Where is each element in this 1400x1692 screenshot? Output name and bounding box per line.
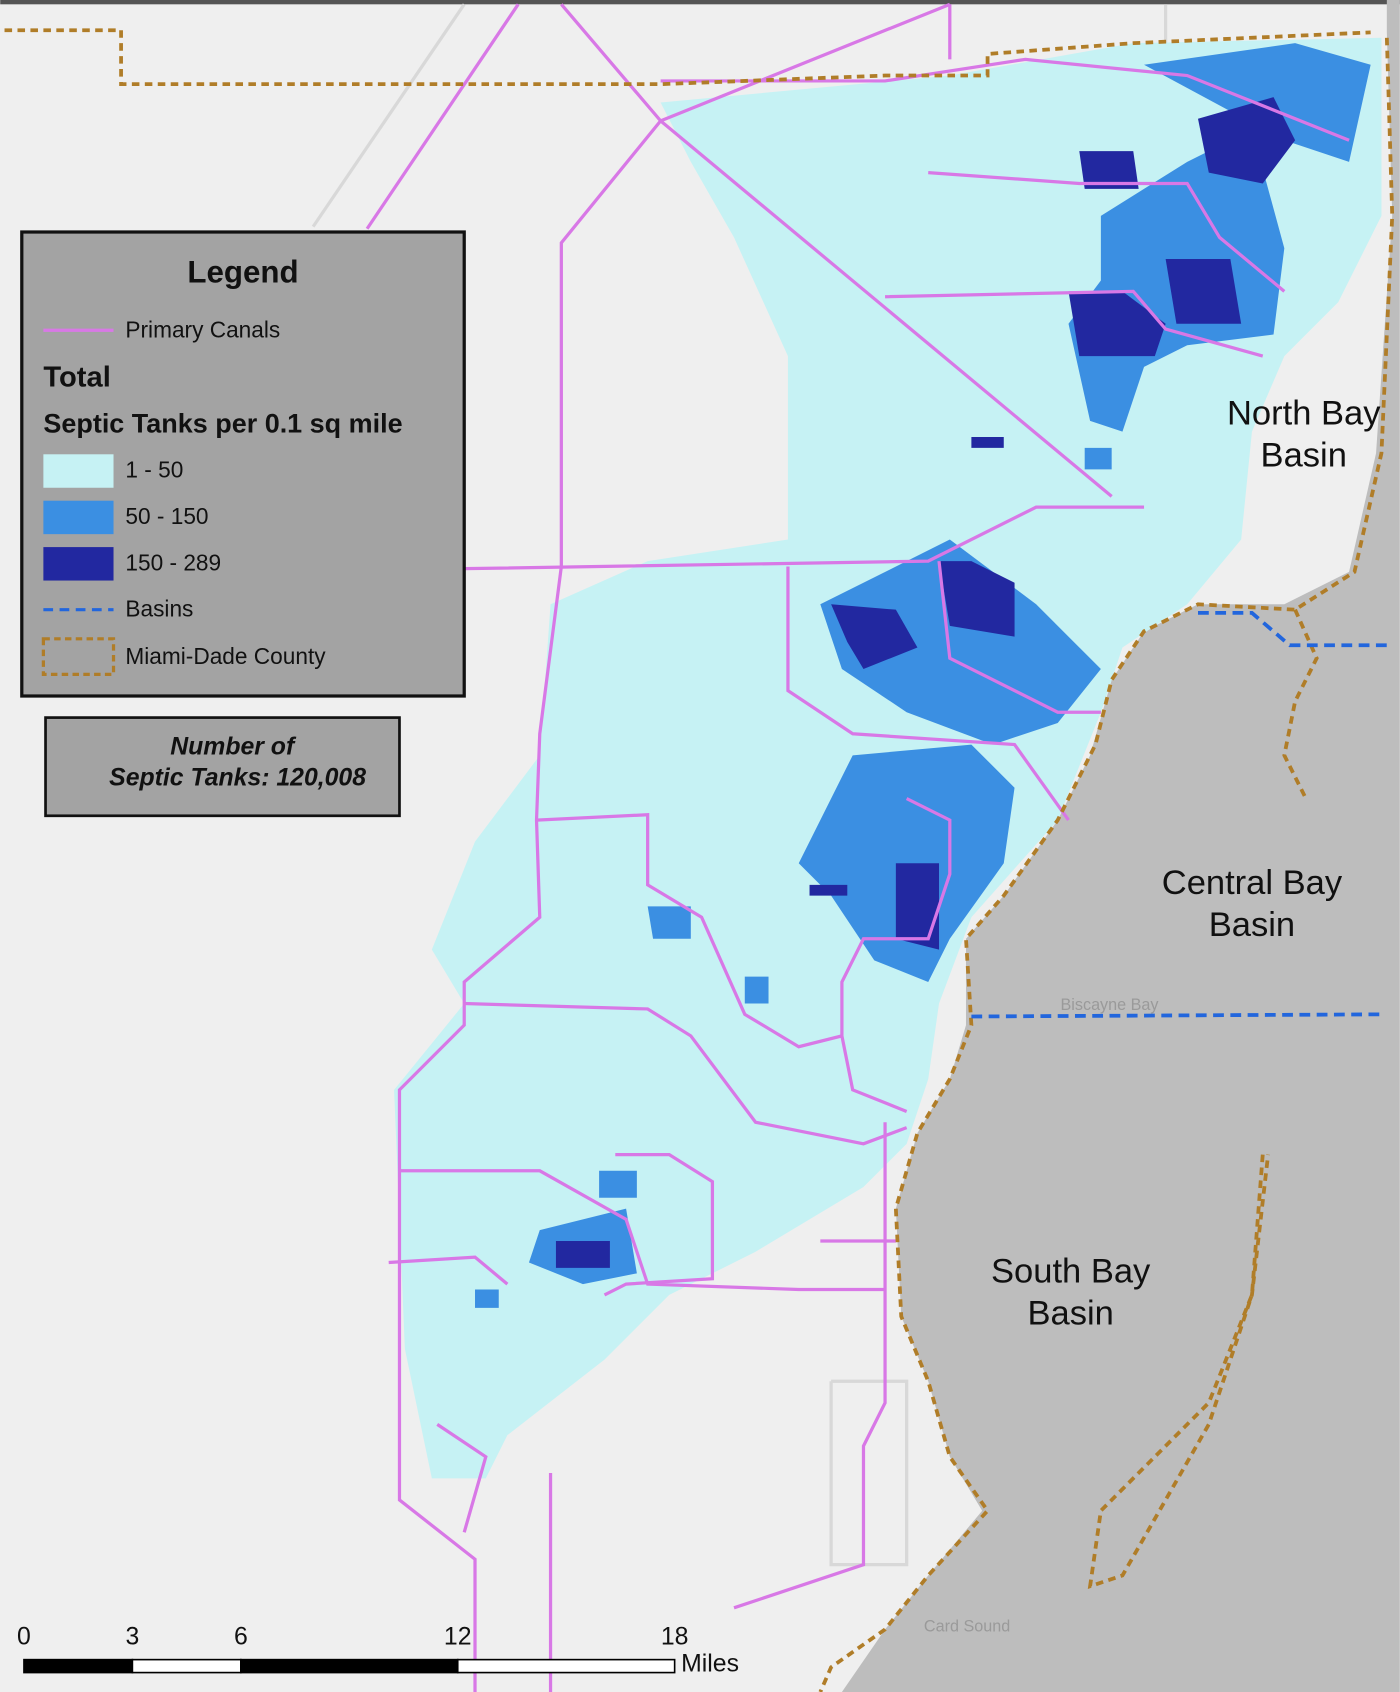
note-text: Number of: [170, 733, 297, 760]
legend-label: Primary Canals: [125, 316, 280, 342]
density-high-area: [1165, 258, 1242, 324]
county-boundary: [1282, 608, 1319, 800]
canal: [659, 119, 1113, 498]
density-high-area: [1068, 291, 1166, 357]
canal: [928, 171, 1286, 293]
canal: [937, 560, 1101, 714]
canal: [536, 813, 908, 1113]
legend-swatch: [43, 454, 114, 488]
top-edge: [0, 0, 1400, 5]
road: [829, 1379, 909, 1567]
density-medium-area: [1084, 447, 1112, 470]
scale-tick-label: 12: [444, 1624, 472, 1651]
note-text: Septic Tanks: 120,008: [109, 765, 366, 792]
scale-tick-label: 0: [17, 1624, 31, 1651]
legend-county-swatch: [41, 637, 116, 677]
canal: [388, 1255, 509, 1286]
canal: [786, 566, 1070, 822]
basin-label: South Bay: [991, 1252, 1151, 1290]
legend-label: 1 - 50: [125, 457, 183, 483]
legend: Legend Primary Canals Total Septic Tanks pe…: [20, 230, 466, 698]
scale-tick-label: 3: [126, 1624, 140, 1651]
canal: [603, 1152, 715, 1297]
density-medium-area: [599, 1170, 637, 1198]
canal: [397, 3, 663, 1692]
scale-segment: [240, 1658, 459, 1674]
legend-title: Legend: [187, 254, 298, 289]
scale-segment: [131, 1658, 242, 1674]
legend-label: Miami-Dade County: [125, 643, 326, 669]
canal: [464, 505, 1145, 571]
basin-label: Central Bay: [1162, 864, 1343, 902]
canal: [660, 57, 1350, 142]
scale-tick-label: 18: [661, 1624, 689, 1651]
county-boundary: [818, 37, 1395, 1692]
density-high-area: [1197, 97, 1296, 184]
scale-unit: Miles: [681, 1651, 739, 1678]
canal: [885, 289, 1264, 358]
canal: [365, 3, 520, 230]
density-medium-area: [744, 976, 769, 1004]
scale-segment: [23, 1658, 134, 1674]
density-medium-area: [475, 1289, 499, 1308]
legend-section: Total: [43, 361, 110, 393]
basin-label: Basin: [1261, 437, 1347, 475]
scale-segment: [456, 1658, 676, 1674]
county-boundary: [1087, 1154, 1271, 1590]
canal: [840, 797, 952, 1036]
road: [311, 3, 466, 228]
canal: [399, 1169, 886, 1292]
legend-label: 150 - 289: [125, 549, 221, 575]
density-high-area: [939, 561, 1015, 637]
density-medium-area: [820, 539, 1101, 745]
density-low-area: [442, 841, 535, 961]
legend-swatch: [43, 500, 114, 535]
density-high-area: [1079, 151, 1139, 189]
legend-label: 50 - 150: [125, 503, 208, 529]
density-high-area: [831, 604, 918, 670]
density-high-area: [809, 884, 848, 896]
water: [841, 0, 1400, 1692]
legend-swatch: [43, 547, 114, 581]
note-box: [44, 716, 401, 818]
basin-boundary: [1197, 611, 1393, 648]
density-high-area: [555, 1240, 610, 1268]
density-high-area: [895, 863, 940, 950]
density-medium-area: [647, 906, 691, 939]
canal: [660, 2, 951, 123]
scale-tick-label: 6: [234, 1624, 248, 1651]
place-label: Biscayne Bay: [1061, 996, 1160, 1014]
legend-subtitle: Septic Tanks per 0.1 sq mile: [43, 408, 402, 438]
canal: [733, 1122, 887, 1610]
basin-label: Basin: [1027, 1295, 1113, 1333]
county-boundary: [4, 28, 1371, 87]
canal: [464, 1001, 908, 1146]
basin-label: North Bay: [1227, 395, 1381, 433]
basin-label: Basin: [1209, 906, 1295, 944]
place-label: Card Sound: [924, 1618, 1010, 1636]
density-high-area: [971, 437, 1004, 448]
canal: [436, 1423, 488, 1533]
legend-label: Basins: [125, 596, 193, 622]
